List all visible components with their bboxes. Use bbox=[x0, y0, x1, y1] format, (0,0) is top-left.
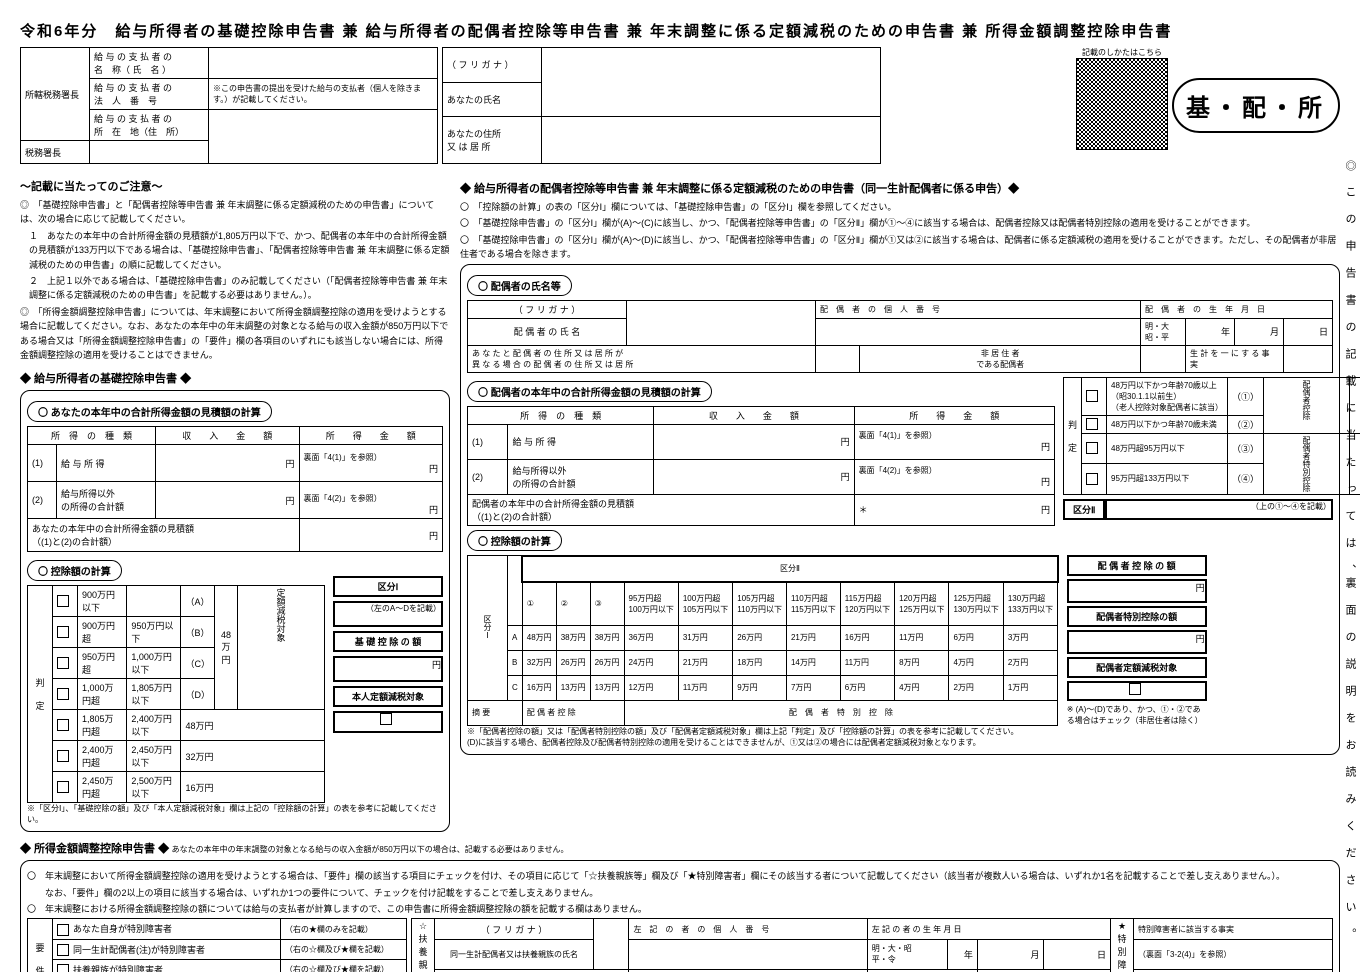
spouse-name-title: 〇 配偶者の氏名等 bbox=[467, 275, 572, 296]
sp-tax-label: 配偶者定額減税対象 bbox=[1067, 657, 1207, 678]
sp-amt1-field[interactable]: 円 bbox=[1067, 579, 1207, 603]
furigana-label: （ フ リ ガ ナ ） bbox=[443, 48, 542, 83]
sp-cb-3[interactable] bbox=[1086, 442, 1098, 454]
header-right-table: （ フ リ ガ ナ ） あなたの氏名 あなたの住所 又 は 居 所 bbox=[442, 47, 881, 164]
spouse-address-field[interactable] bbox=[816, 345, 860, 372]
nonresident-field[interactable] bbox=[1141, 345, 1186, 372]
cb-g[interactable] bbox=[57, 781, 69, 793]
self-tax-label: 本人定額減税対象 bbox=[333, 686, 443, 707]
cb-f[interactable] bbox=[57, 750, 69, 762]
cb-c[interactable] bbox=[57, 657, 69, 669]
your-address-label: あなたの住所 又 は 居 所 bbox=[443, 117, 542, 164]
spouse-judge-table: 判 定 48万円以下かつ年齢70歳以上 （昭30.1.1以前生） （老人控除対象… bbox=[1063, 377, 1360, 495]
qr-caption: 記載のしかたはこちら bbox=[1076, 47, 1168, 58]
kiso-income-table: 所 得 の 種 類 収 入 金 額 所 得 金 額 (1) 給 与 所 得 円 … bbox=[27, 426, 443, 552]
amount-1-field[interactable]: 裏面「4(1)」を参照）円 bbox=[299, 445, 443, 482]
sp-tax-field[interactable] bbox=[1067, 681, 1207, 701]
spouse-info-table: （ フ リ ガ ナ ） 配 偶 者 の 個 人 番 号 配 偶 者 の 生 年 … bbox=[467, 300, 1333, 373]
side-note: ◎ こ の 申 告 書 の 記 載 に 当 た っ て は 、裏 面 の 説 明… bbox=[1342, 160, 1358, 941]
payer-name-field[interactable] bbox=[209, 48, 438, 79]
notices: ◎ 「基礎控除申告書」と「配偶者控除等申告書 兼 年末調整に係る定額減税のための… bbox=[20, 198, 450, 362]
req-cb-3[interactable] bbox=[57, 964, 69, 972]
spouse-calc-title: 〇 配偶者の本年中の合計所得金額の見積額の計算 bbox=[467, 381, 712, 402]
kiso-title: ◆ 給与所得者の基礎控除申告書 ◆ bbox=[20, 370, 450, 386]
sp-income-2[interactable]: 円 bbox=[654, 459, 854, 494]
self-tax-field[interactable] bbox=[333, 711, 443, 733]
sp-income-1[interactable]: 円 bbox=[654, 424, 854, 459]
payer-address-label: 給 与 の 支 払 者 の 所 在 地（住 所） bbox=[90, 110, 209, 141]
sp-sum[interactable]: ＊円 bbox=[854, 494, 1054, 525]
sp-koujo-title: 〇 控除額の計算 bbox=[467, 530, 562, 551]
header-left-table: 所轄税務署長 給 与 の 支 払 者 の 名 称（ 氏 名 ） 給 与 の 支 … bbox=[20, 47, 438, 164]
kiso-amount-field[interactable]: 円 bbox=[333, 656, 443, 682]
office-label: 所轄税務署長 bbox=[21, 48, 90, 141]
income-2-field[interactable]: 円 bbox=[156, 482, 300, 519]
sum-field[interactable]: 円 bbox=[299, 519, 443, 552]
sp-cb-2[interactable] bbox=[1086, 418, 1098, 430]
your-name-label: あなたの氏名 bbox=[443, 82, 542, 117]
req-cb-1[interactable] bbox=[57, 924, 69, 936]
your-address-field[interactable] bbox=[542, 117, 881, 164]
office-label2: 税務署長 bbox=[21, 141, 90, 164]
kiso-judge-table: 判 定 900万円以下 （A） 48 万 円 定額減税対象 900万円超950万… bbox=[27, 585, 325, 803]
page-title: 令和6年分 給与所得者の基礎控除申告書 兼 給与所得者の配偶者控除等申告書 兼 … bbox=[20, 20, 1340, 41]
adj-mynumber-field[interactable] bbox=[629, 939, 867, 969]
cb-b[interactable] bbox=[57, 626, 69, 638]
spouse-income-table: 所 得 の 種 類収 入 金 額所 得 金 額 (1)給 与 所 得 円 裏面「… bbox=[467, 406, 1055, 526]
spouse-notices: 〇 「控除額の計算」の表の「区分Ⅰ」欄については、「基礎控除申告書」の「区分Ⅰ」… bbox=[460, 200, 1340, 262]
adj-address-field[interactable] bbox=[629, 970, 867, 972]
same-living-field[interactable] bbox=[1284, 345, 1333, 372]
cb-e[interactable] bbox=[57, 719, 69, 731]
spouse-title: ◆ 給与所得者の配偶者控除等申告書 兼 年末調整に係る定額減税のための申告書（同… bbox=[460, 180, 1340, 196]
stamp-box: 基・配・所 bbox=[1172, 78, 1340, 133]
spouse-mynumber-field[interactable] bbox=[816, 318, 1141, 345]
sp-tax-note: ※ (A)～(D)であり、かつ、①・②である場合はチェック（非居住者は除く） bbox=[1067, 704, 1207, 726]
payer-number-note: ※この申告書の提出を受けた給与の支払者（個人を除きます。）が記載してください。 bbox=[213, 84, 421, 104]
req-cb-2[interactable] bbox=[57, 944, 69, 956]
kubun1-field[interactable]: （左のA～Dを記載） bbox=[333, 601, 443, 627]
kubun2-field[interactable]: （上の①～④を記載） bbox=[1105, 499, 1333, 520]
sp-cb-4[interactable] bbox=[1086, 473, 1098, 485]
spouse-koujo-table: 区分Ⅰ 区分Ⅱ ①②③ 95万円超 100万円以下100万円超 105万円以下1… bbox=[467, 555, 1059, 726]
sp-amount-1[interactable]: 裏面「4(1)」を参照）円 bbox=[854, 424, 1054, 459]
adjust-title: ◆ 所得金額調整控除申告書 ◆ bbox=[20, 843, 169, 855]
adjust-notices: 〇 年末調整において所得金額調整控除の適用を受けようとする場合は、「要件」欄の該… bbox=[27, 869, 1333, 916]
sp-amt2-label: 配偶者特別控除の額 bbox=[1067, 606, 1207, 627]
kiso-footnote: ※「区分Ⅰ」、「基礎控除の額」及び「本人定額減税対象」欄は上記の「控除額の計算」… bbox=[27, 803, 443, 825]
kiso-calc-title: 〇 あなたの本年中の合計所得金額の見積額の計算 bbox=[27, 401, 272, 422]
payer-address-field[interactable] bbox=[209, 110, 438, 164]
sp-cb-1[interactable] bbox=[1086, 390, 1098, 402]
sp-amt1-label: 配 偶 者 控 除 の 額 bbox=[1067, 555, 1207, 576]
kiso-amount-label: 基 礎 控 除 の 額 bbox=[333, 631, 443, 652]
notice-title: ～記載に当たってのご注意～ bbox=[20, 178, 450, 194]
spouse-footnote: ※「配偶者控除の額」又は「配偶者特別控除の額」及び「配偶者定額減税対象」欄は上記… bbox=[467, 726, 1333, 748]
income-1-field[interactable]: 円 bbox=[156, 445, 300, 482]
adjust-person-table: ☆ 扶 養 親 族 等 （ フ リ ガ ナ ） 左 記 の 者 の 個 人 番 … bbox=[411, 918, 1333, 972]
sp-amt2-field[interactable]: 円 bbox=[1067, 630, 1207, 654]
your-name-field[interactable] bbox=[542, 48, 881, 117]
kubun1-label: 区分Ⅰ bbox=[333, 576, 443, 597]
amount-2-field[interactable]: 裏面「4(2)」を参照）円 bbox=[299, 482, 443, 519]
payer-name-label: 給 与 の 支 払 者 の 名 称（ 氏 名 ） bbox=[90, 48, 209, 79]
cb-a[interactable] bbox=[57, 595, 69, 607]
payer-number-label: 給 与 の 支 払 者 の 法 人 番 号 bbox=[90, 79, 209, 110]
cb-d[interactable] bbox=[57, 688, 69, 700]
spouse-name-field[interactable] bbox=[627, 300, 816, 345]
adjust-req-table: 要 件 あなた自身が特別障害者 （右の★欄のみを記載） 同一生計配偶者(注)が特… bbox=[27, 918, 407, 972]
sp-amount-2[interactable]: 裏面「4(2)」を参照）円 bbox=[854, 459, 1054, 494]
koujo-calc-title: 〇 控除額の計算 bbox=[27, 560, 122, 581]
adj-name-field[interactable] bbox=[594, 919, 629, 970]
adjust-title-note: あなたの本年中の年末調整の対象となる給与の収入金額が850万円以下の場合は、記載… bbox=[172, 845, 569, 854]
qr-code bbox=[1076, 58, 1168, 150]
payer-number-field[interactable]: ※この申告書の提出を受けた給与の支払者（個人を除きます。）が記載してください。 bbox=[209, 79, 438, 110]
kubun2-label: 区分Ⅱ bbox=[1063, 499, 1105, 520]
